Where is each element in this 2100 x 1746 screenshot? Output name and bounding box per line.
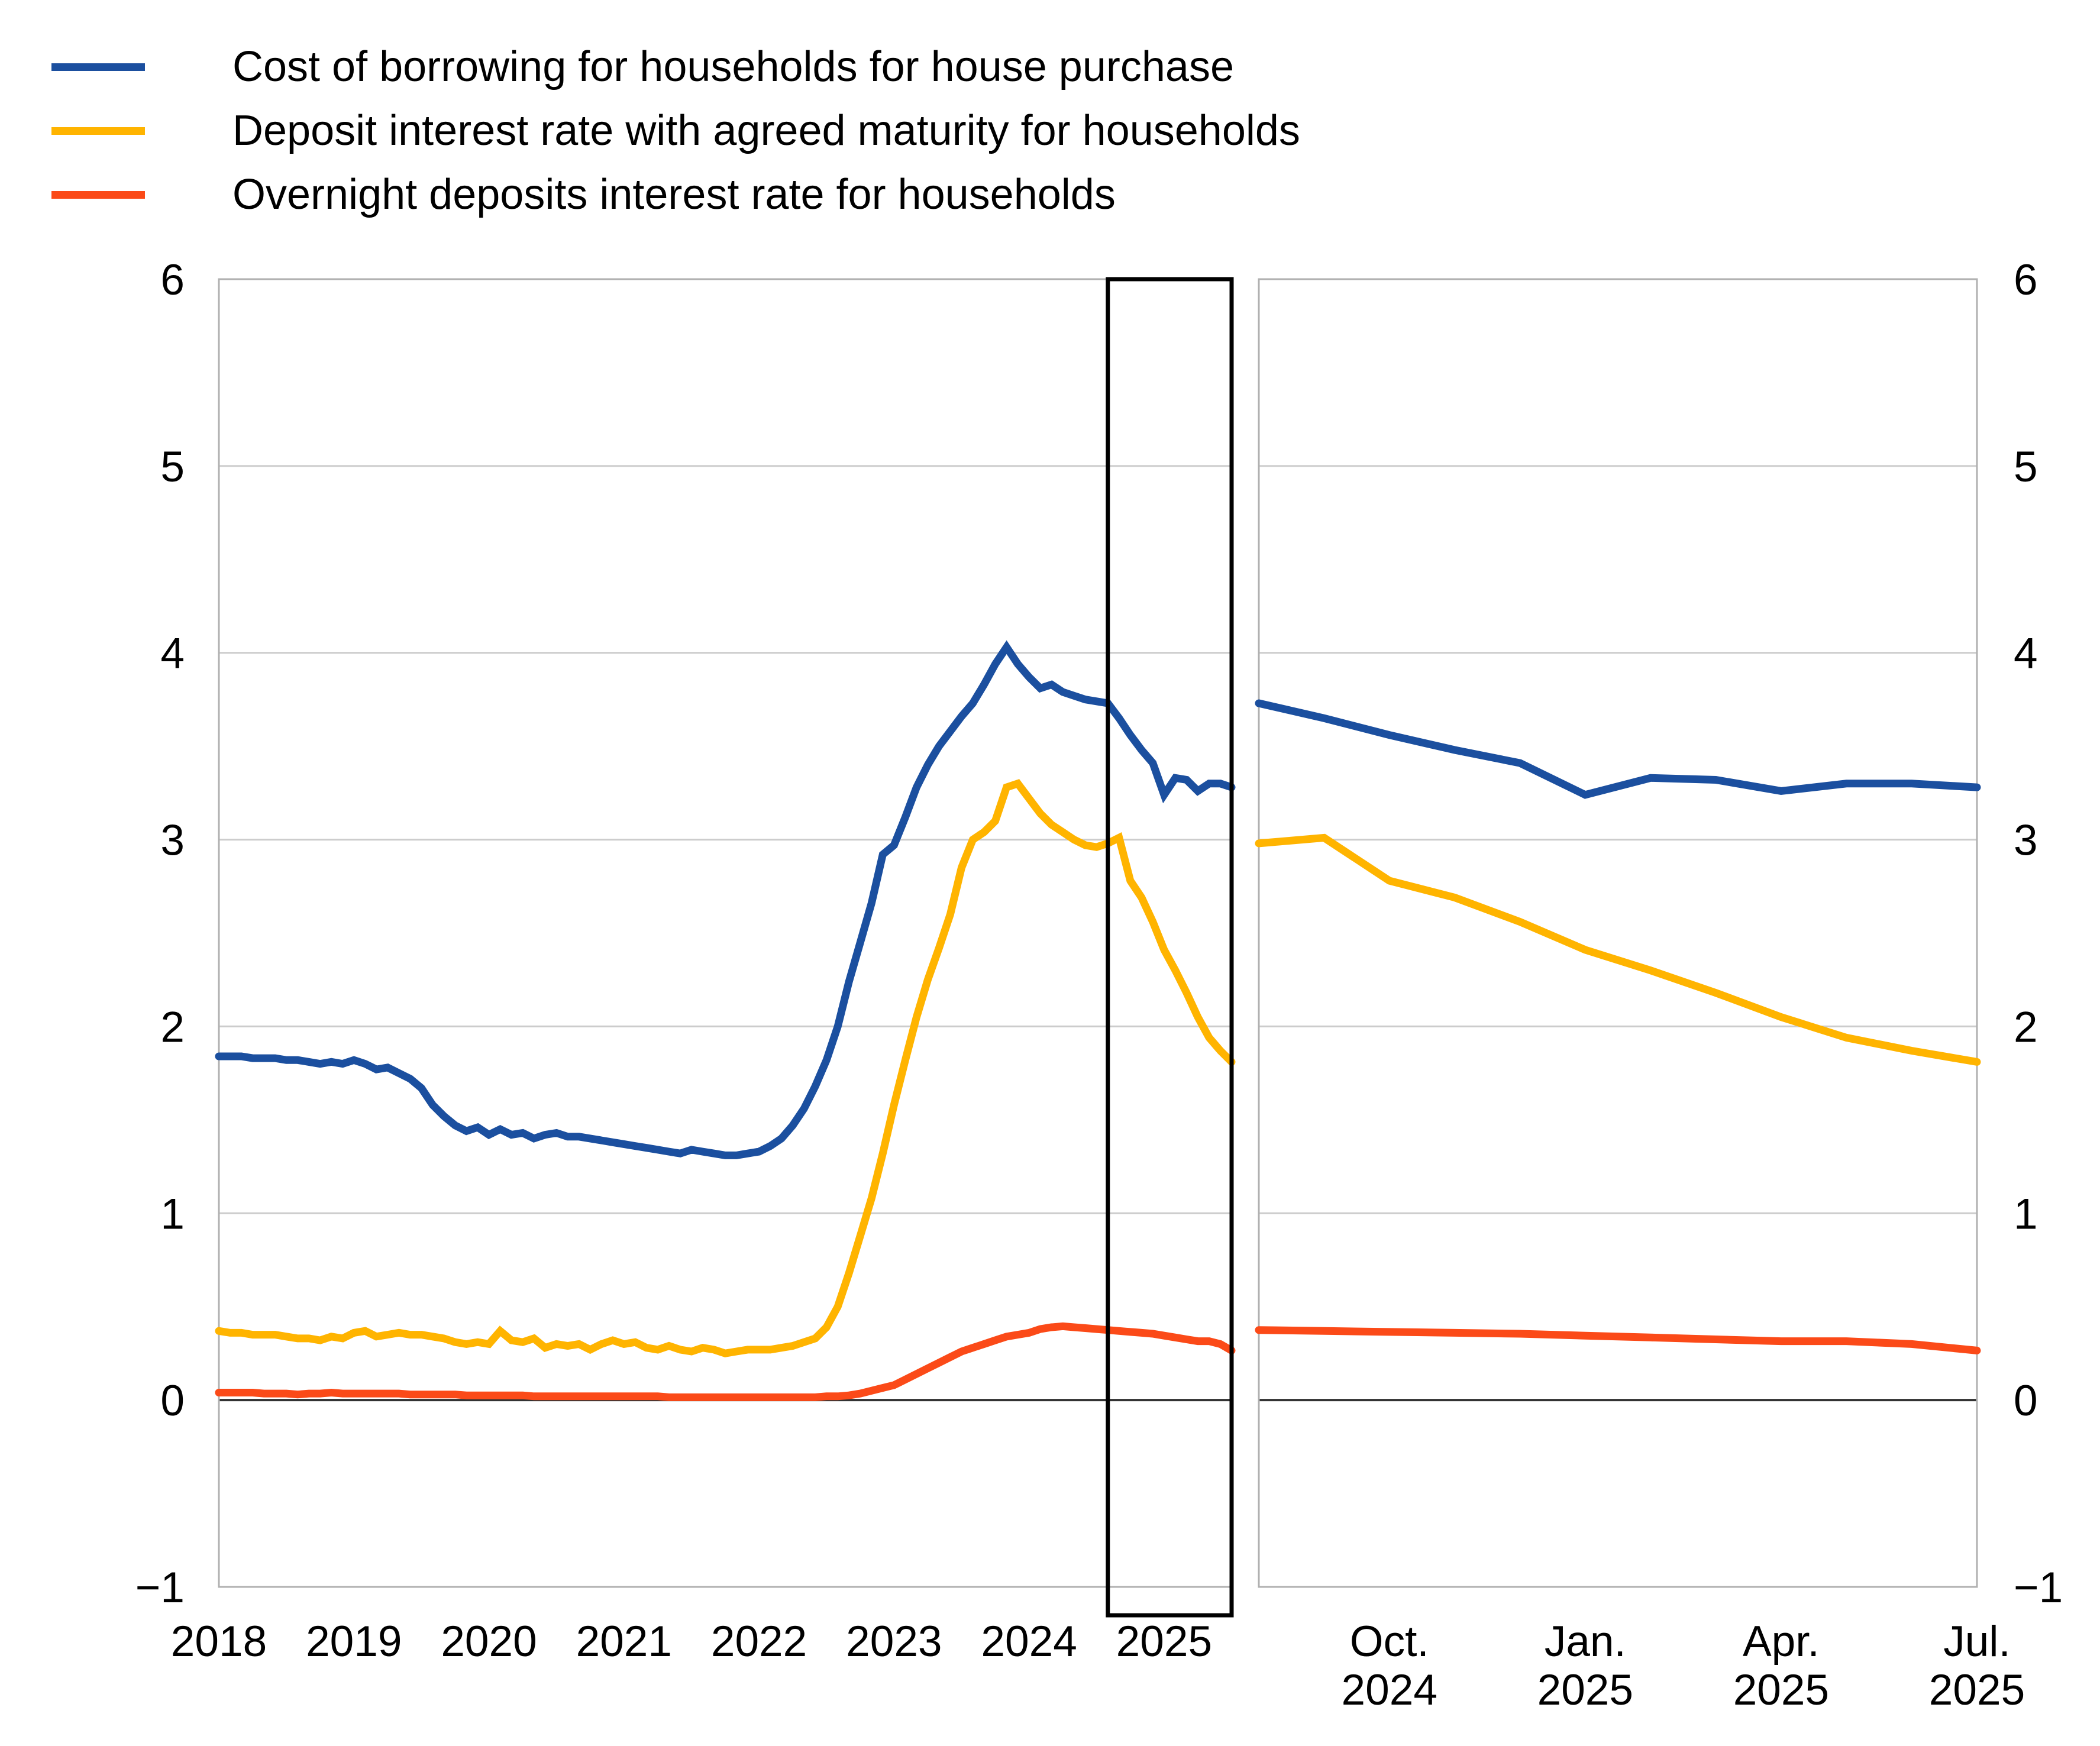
y-axis-tick-label: 6 (160, 256, 185, 304)
x-axis-tick-label: 2022 (711, 1618, 807, 1666)
series-line-yellow-full-history-panel (215, 779, 1236, 1357)
y-axis-tick-label: 1 (160, 1190, 185, 1238)
panel-border (1258, 278, 1978, 1588)
series-line-blue-recent-zoom-panel (1255, 699, 1981, 799)
y-axis-tick-label: −1 (2014, 1564, 2063, 1612)
series-line-red-recent-zoom-panel (1255, 1326, 1981, 1354)
legend-swatch-blue-line-icon (51, 63, 145, 71)
legend-label: Overnight deposits interest rate for hou… (232, 171, 1116, 218)
y-axis-tick-label: 5 (2014, 443, 2038, 491)
y-axis-tick-label: 3 (160, 817, 185, 865)
x-axis-tick-label: 2018 (171, 1618, 267, 1666)
y-axis-tick-label: 5 (160, 443, 185, 491)
x-axis-tick-label: Oct. 2024 (1342, 1618, 1437, 1714)
x-axis-tick-label: Jul. 2025 (1929, 1618, 2025, 1714)
legend-label: Cost of borrowing for households for hou… (232, 43, 1234, 90)
legend-item-cost-of-borrowing: Cost of borrowing for households for hou… (51, 43, 1300, 91)
series-line-red-full-history-panel (215, 1322, 1236, 1401)
legend-item-deposit-agreed-maturity: Deposit interest rate with agreed maturi… (51, 106, 1300, 155)
x-axis-tick-label: Jan. 2025 (1537, 1618, 1633, 1714)
y-axis-tick-label: 4 (2014, 630, 2038, 678)
highlight-period-box (1106, 277, 1234, 1618)
y-axis-tick-label: 2 (2014, 1003, 2038, 1051)
x-axis-tick-label: 2025 (1116, 1618, 1212, 1666)
full-history-panel: 6 5 4 3 2 1 0 −1 2018 2019 2020 2021 2022 2023 2024 202… (135, 256, 1236, 1666)
legend-swatch-red-line-icon (51, 190, 145, 199)
x-axis-tick-label: 2019 (306, 1618, 402, 1666)
x-axis-tick-label: 2020 (441, 1618, 537, 1666)
y-axis-tick-label: −1 (135, 1564, 185, 1612)
series-line-yellow-recent-zoom-panel (1255, 833, 1981, 1066)
y-axis-tick-label: 0 (2014, 1377, 2038, 1425)
legend: Cost of borrowing for households for hou… (51, 43, 1300, 234)
y-axis-tick-label: 0 (160, 1377, 185, 1425)
legend-label: Deposit interest rate with agreed maturi… (232, 107, 1300, 154)
x-axis-tick-label: Apr. 2025 (1733, 1618, 1829, 1714)
y-axis-tick-label: 6 (2014, 256, 2038, 304)
recent-zoom-panel: 6 5 4 3 2 1 0 −1 Oct. 2024 Jan. 2025 Apr. 2025 Jul. 202… (1255, 256, 2063, 1714)
x-axis-tick-label: 2024 (981, 1618, 1077, 1666)
legend-item-overnight-deposits: Overnight deposits interest rate for hou… (51, 170, 1300, 219)
y-axis-tick-label: 1 (2014, 1190, 2038, 1238)
y-axis-tick-label: 3 (2014, 817, 2038, 865)
series-line-blue-full-history-panel (215, 640, 1236, 1159)
legend-swatch-yellow-line-icon (51, 127, 145, 135)
y-axis-tick-label: 2 (160, 1003, 185, 1051)
x-axis-tick-label: 2021 (576, 1618, 672, 1666)
y-axis-tick-label: 4 (160, 630, 185, 678)
x-axis-tick-label: 2023 (846, 1618, 942, 1666)
